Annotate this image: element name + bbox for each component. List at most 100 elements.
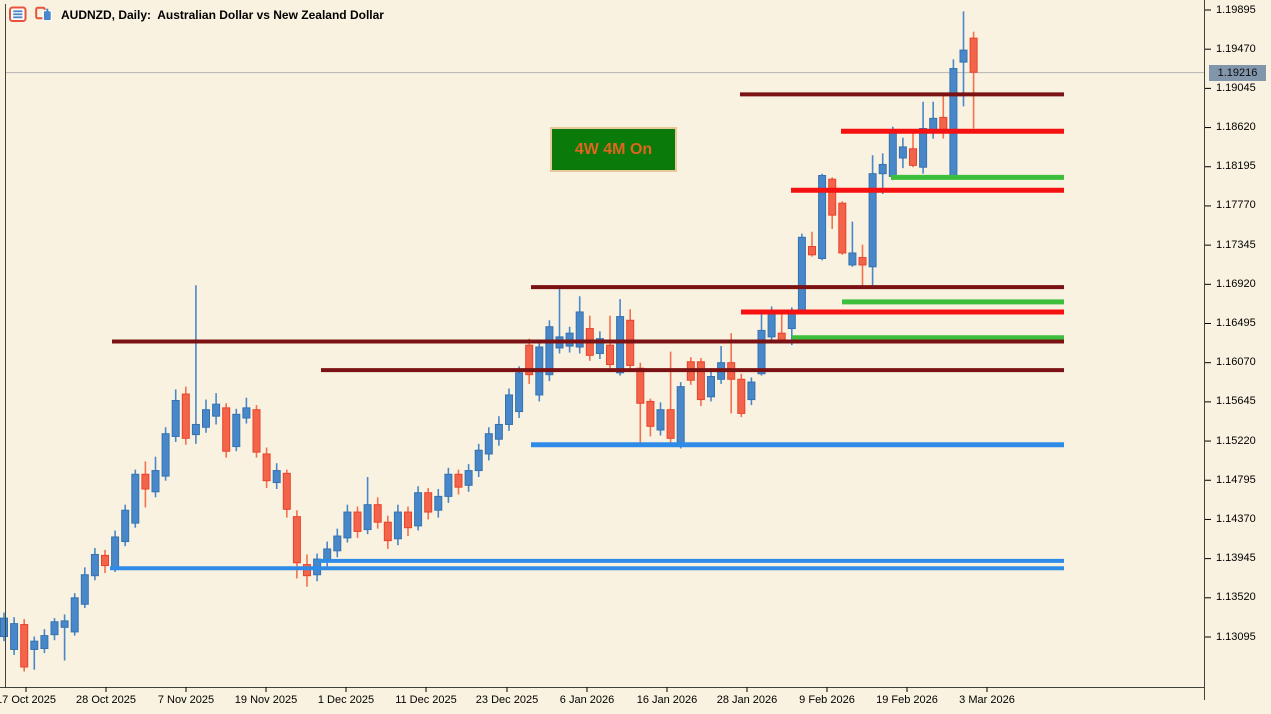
candle (20, 619, 29, 672)
bear-candle-body (282, 472, 291, 510)
candle (454, 469, 463, 495)
bull-candle-body (898, 146, 907, 159)
time-axis-label: 28 Oct 2025 (76, 694, 136, 706)
chart-text-label[interactable]: 4W 4M On (550, 127, 677, 172)
bear-candle-body (646, 400, 655, 427)
bear-candle-body (141, 473, 150, 490)
bear-candle-body (20, 624, 29, 668)
bear-candle-body (222, 407, 231, 452)
candle (80, 567, 89, 608)
candle (70, 593, 79, 636)
candle (616, 299, 625, 376)
candle (151, 456, 160, 498)
candle (282, 469, 291, 518)
candle (383, 515, 392, 549)
time-axis-label: 3 Mar 2026 (959, 694, 1015, 706)
candle (575, 296, 584, 354)
bear-candle-body (969, 37, 978, 73)
candle (161, 427, 170, 481)
bull-candle-body (90, 553, 99, 577)
candle (747, 377, 756, 406)
candle (393, 504, 402, 546)
candle (353, 506, 362, 538)
time-axis-label: 11 Dec 2025 (395, 694, 457, 706)
bull-candle-body (363, 504, 372, 531)
candle (919, 101, 928, 174)
candle (50, 618, 59, 641)
candle (60, 614, 69, 661)
bull-candle-body (272, 470, 281, 484)
bull-candle-body (111, 536, 120, 568)
bear-candle-body (777, 332, 786, 342)
bull-candle-body (767, 312, 776, 338)
price-axis-label: 1.16070 (1216, 356, 1256, 369)
bull-candle-body (0, 617, 8, 638)
bull-candle-body (10, 623, 19, 650)
candle (595, 331, 604, 359)
bull-candle-body (595, 338, 604, 354)
candle (737, 373, 746, 418)
time-axis-label: 7 Nov 2025 (157, 694, 215, 706)
candle (484, 427, 493, 461)
candle (868, 155, 877, 286)
time-axis-label: 9 Feb 2026 (799, 694, 855, 706)
bull-candle-body (121, 509, 130, 543)
price-axis-label: 1.13520 (1216, 591, 1256, 604)
bull-candle-body (232, 413, 241, 448)
bull-candle-body (868, 173, 877, 268)
bull-candle-body (575, 311, 584, 348)
bear-candle-body (838, 202, 847, 254)
candle (262, 447, 271, 489)
bull-candle-body (60, 620, 69, 628)
candle (181, 386, 190, 445)
price-axis-label: 1.15220 (1216, 434, 1256, 447)
candle (878, 153, 887, 194)
candle (0, 612, 8, 642)
time-axis-label: 19 Feb 2026 (876, 694, 938, 706)
bear-candle-body (696, 361, 705, 401)
quotes-icon[interactable] (9, 6, 27, 23)
candle (444, 467, 453, 503)
candle (171, 389, 180, 442)
bull-candle-body (818, 175, 827, 259)
candle (585, 315, 594, 361)
time-axis-label: 1 Dec 2025 (317, 694, 375, 706)
bull-candle-body (505, 394, 513, 425)
candle (828, 177, 837, 229)
time-axis-label: 16 Jan 2026 (636, 694, 698, 706)
bear-candle-body (737, 378, 746, 414)
time-axis[interactable]: 17 Oct 2025 28 Oct 2025 7 Nov 2025 19 Nov 2… (0, 687, 1205, 714)
bull-candle-body (343, 511, 352, 539)
candle (373, 497, 382, 529)
candle (909, 133, 917, 168)
candle (272, 463, 281, 490)
price-axis-label: 1.13945 (1216, 552, 1256, 565)
candle (30, 636, 39, 670)
time-axis-label: 28 Jan 2026 (716, 694, 778, 706)
candle (888, 126, 897, 181)
candle (101, 549, 109, 573)
candle (131, 469, 140, 528)
candle (898, 137, 907, 169)
bear-candle-body (252, 409, 261, 453)
bull-candle-body (212, 403, 221, 417)
candle (646, 398, 655, 437)
bull-candle-body (171, 399, 180, 437)
candle (676, 382, 685, 449)
price-axis-label: 1.14795 (1216, 473, 1256, 486)
candlestick-chart-icon[interactable] (35, 6, 53, 23)
candle (414, 486, 423, 531)
bull-candle-body (333, 535, 342, 552)
bull-candle-body (707, 376, 715, 398)
bull-candle-body (464, 470, 473, 486)
candle (111, 530, 120, 572)
candle (515, 366, 524, 419)
bull-candle-body (949, 68, 958, 177)
bull-candle-body (797, 236, 806, 311)
current-price-badge: 1.19216 (1209, 64, 1266, 81)
candle (424, 488, 433, 520)
bull-candle-body (747, 381, 756, 401)
price-axis-label: 1.17345 (1216, 238, 1256, 251)
price-axis[interactable]: 1.19216 1.19895 1.19470 1.19045 1.18620 1.18… (1205, 0, 1271, 714)
